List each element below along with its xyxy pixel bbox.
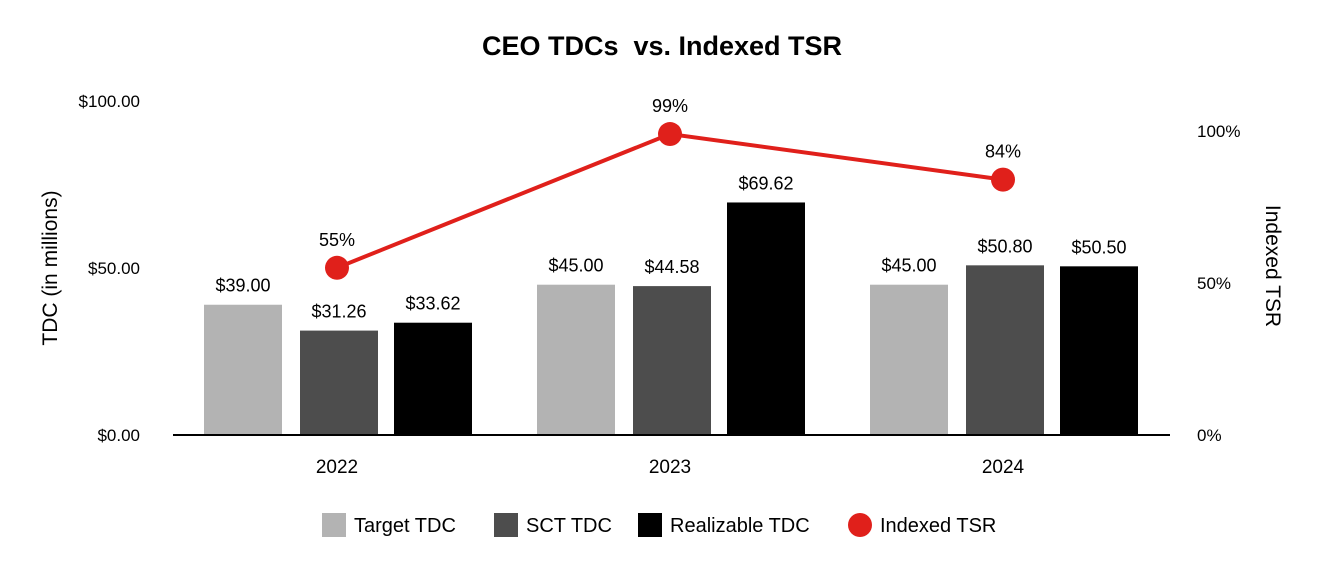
bar-realizable-tdc-2022: [394, 322, 472, 435]
y-axis-right-tick-label: 100%: [1197, 122, 1240, 141]
bar-data-label: $31.26: [311, 302, 366, 322]
y-axis-left-ticks: $0.00 $50.00 $100.00: [79, 92, 140, 445]
bar-data-label: $50.50: [1071, 237, 1126, 257]
legend-label: Realizable TDC: [670, 515, 810, 537]
legend-label: Target TDC: [354, 515, 456, 537]
bar-sct-tdc-2024: [966, 265, 1044, 435]
legend-label: SCT TDC: [526, 515, 612, 537]
indexed-tsr-line-series: 55% 99% 84%: [319, 96, 1021, 280]
bar-series: $39.00 $45.00 $45.00 $31.26 $44.58 $50.80 $33.…: [204, 173, 1138, 435]
legend-swatch-target-tdc: [322, 513, 346, 537]
legend-label: Indexed TSR: [880, 515, 996, 537]
indexed-tsr-point-2022: [325, 255, 349, 280]
tsr-data-label: 84%: [985, 142, 1021, 162]
tsr-data-label: 55%: [319, 230, 355, 250]
bar-data-label: $69.62: [738, 173, 793, 193]
bar-data-label: $33.62: [405, 294, 460, 314]
tsr-data-label: 99%: [652, 96, 688, 116]
y-axis-right-tick-label: 50%: [1197, 274, 1231, 293]
legend-swatch-realizable-tdc: [638, 513, 662, 537]
bar-data-label: $45.00: [548, 256, 603, 276]
y-axis-left-tick-label: $100.00: [79, 92, 140, 111]
y-axis-left-title: TDC (in millions): [39, 190, 62, 345]
x-axis-tick-label: 2023: [649, 457, 691, 478]
indexed-tsr-point-2024: [991, 167, 1015, 192]
bar-sct-tdc-2023: [633, 286, 711, 435]
x-axis-tick-label: 2024: [982, 457, 1025, 478]
legend-swatch-sct-tdc: [494, 513, 518, 537]
bar-target-tdc-2024: [870, 284, 948, 435]
y-axis-left-tick-label: $0.00: [97, 426, 140, 445]
y-axis-right-title: Indexed TSR: [1261, 205, 1284, 327]
bar-realizable-tdc-2024: [1060, 266, 1138, 435]
y-axis-left-tick-label: $50.00: [88, 259, 140, 278]
indexed-tsr-point-2023: [658, 122, 682, 147]
chart-title: CEO TDCs vs. Indexed TSR: [482, 31, 842, 61]
bar-target-tdc-2023: [537, 284, 615, 435]
bar-data-label: $50.80: [977, 236, 1032, 256]
bar-data-label: $44.58: [644, 257, 699, 277]
x-axis-tick-labels: 2022 2023 2024: [316, 457, 1025, 478]
x-axis-tick-label: 2022: [316, 457, 358, 478]
bar-target-tdc-2022: [204, 304, 282, 435]
bar-data-label: $45.00: [881, 256, 936, 276]
bar-sct-tdc-2022: [300, 330, 378, 435]
legend-swatch-indexed-tsr: [848, 513, 872, 537]
y-axis-right-ticks: 0% 50% 100%: [1197, 122, 1240, 445]
indexed-tsr-line: [336, 131, 1004, 270]
y-axis-right-tick-label: 0%: [1197, 426, 1222, 445]
bar-data-label: $39.00: [215, 276, 270, 296]
bar-realizable-tdc-2023: [727, 202, 805, 435]
legend: Target TDC SCT TDC Realizable TDC Indexed T…: [322, 513, 996, 537]
